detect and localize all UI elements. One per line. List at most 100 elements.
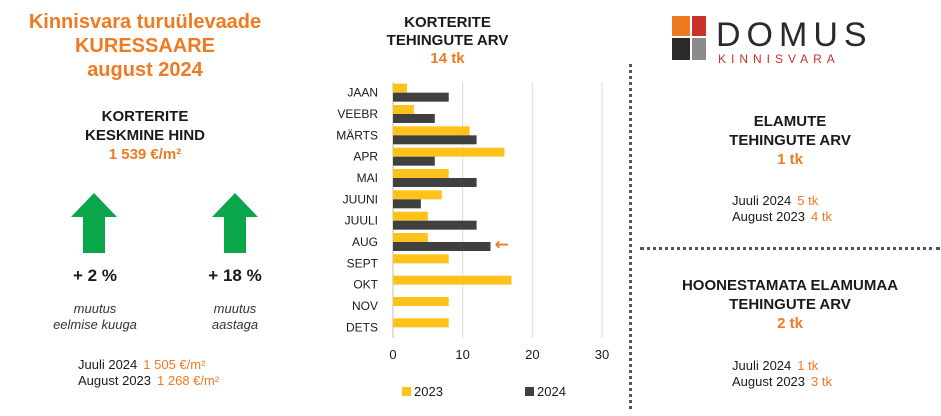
land-deals-block: HOONESTAMATA ELAMUMAA TEHINGUTE ARV 2 tk: [640, 276, 940, 333]
category-label: OKT: [353, 278, 378, 292]
category-label: SEPT: [347, 256, 379, 270]
monthly-change-note-line1: muutus: [73, 301, 117, 316]
x-tick-label: 20: [525, 347, 539, 362]
horizontal-divider: [640, 247, 940, 250]
category-label: JAAN: [347, 86, 378, 100]
avg-price-comparison: Juuli 2024 1 505 €/m² August 2023 1 268 €/…: [78, 357, 219, 389]
comparison-label: Juuli 2024: [732, 193, 792, 208]
vertical-divider: [629, 64, 632, 409]
yearly-change-note-line2: aastaga: [211, 317, 259, 332]
category-label: MÄRTS: [336, 128, 378, 142]
monthly-change-note: muutus eelmise kuuga: [30, 301, 160, 333]
bar-2023-sept: [393, 254, 449, 264]
category-label: NOV: [352, 299, 378, 313]
houses-deals-block: ELAMUTE TEHINGUTE ARV 1 tk: [640, 112, 940, 169]
report-title-location: KURESSAARE: [74, 35, 216, 57]
land-comparison: Juuli 2024 1 tk August 2023 3 tk: [732, 358, 832, 390]
comparison-row: Juuli 2024 1 505 €/m²: [78, 357, 219, 373]
bar-2024-juuli: [393, 220, 477, 230]
comparison-row: Juuli 2024 5 tk: [732, 193, 832, 209]
domus-logo: DOMUS KINNISVARA: [672, 16, 873, 65]
bar-2023-apr: [393, 147, 505, 157]
legend-swatch-2023: [402, 387, 411, 396]
report-title-line1: Kinnisvara turuülevaade: [28, 11, 262, 33]
category-label: APR: [353, 150, 378, 164]
houses-comparison: Juuli 2024 5 tk August 2023 4 tk: [732, 193, 832, 225]
category-label: MAI: [357, 171, 378, 185]
chart-title: KORTERITE TEHINGUTE ARV 14 tk: [350, 14, 545, 68]
avg-price-block: KORTERITE KESKMINE HIND 1 539 €/m²: [0, 107, 290, 164]
yearly-change-note-line1: muutus: [213, 301, 257, 316]
highlight-arrow-icon: ←: [495, 235, 509, 255]
logo-square-orange: [672, 16, 690, 36]
bar-2024-jaan: [393, 92, 449, 102]
comparison-label: August 2023: [78, 373, 152, 388]
comparison-row: August 2023 3 tk: [732, 374, 832, 390]
chart-labels: 0 10 20 30 JAAN VEEBR MÄRTS APR MAI JUUNI JUULI AUG…: [336, 86, 609, 362]
bar-2023-juuli: [393, 211, 428, 221]
bar-2023-juuni: [393, 190, 442, 200]
avg-price-label1: KORTERITE: [101, 108, 189, 125]
bar-2024-märts: [393, 135, 477, 145]
chart-bars: [393, 83, 512, 328]
legend-label-2023: 2023: [414, 384, 443, 399]
comparison-value: 4 tk: [811, 209, 832, 224]
comparison-row: August 2023 1 268 €/m²: [78, 373, 219, 389]
bar-2024-veebr: [393, 114, 435, 123]
bar-2023-märts: [393, 126, 470, 136]
avg-price-label2: KESKMINE HIND: [84, 127, 205, 144]
monthly-change-note-line2: eelmise kuuga: [53, 317, 137, 332]
arrow-up-icon: [71, 193, 117, 253]
bar-2023-jaan: [393, 83, 407, 93]
x-tick-label: 30: [595, 347, 609, 362]
comparison-label: August 2023: [732, 374, 806, 389]
comparison-value: 1 505 €/m²: [143, 357, 206, 372]
comparison-value: 1 tk: [797, 358, 819, 373]
logo-square-dark: [672, 38, 690, 60]
report-title-period: august 2024: [87, 59, 203, 81]
bar-2023-dets: [393, 318, 449, 328]
land-value: 2 tk: [777, 315, 803, 332]
x-tick-label: 0: [389, 347, 396, 362]
land-label1: HOONESTAMATA ELAMUMAA: [681, 277, 899, 294]
monthly-change-value: + 2 %: [73, 266, 117, 285]
bar-2023-veebr: [393, 105, 414, 114]
chart-grid: [392, 82, 603, 338]
comparison-label: Juuli 2024: [732, 358, 792, 373]
logo-name: DOMUS: [716, 16, 873, 54]
logo-square-red: [692, 16, 706, 36]
arrow-up-icon: [212, 193, 258, 253]
yearly-change-value: + 18 %: [208, 266, 262, 285]
category-label: JUULI: [345, 214, 378, 228]
houses-label2: TEHINGUTE ARV: [729, 132, 851, 149]
category-label: VEEBR: [337, 107, 378, 121]
chart-title-value: 14 tk: [430, 50, 465, 67]
yearly-change-note: muutus aastaga: [175, 301, 295, 333]
bar-2024-mai: [393, 178, 477, 187]
bar-2024-apr: [393, 156, 435, 166]
logo-square-grey: [692, 38, 706, 60]
bar-2023-okt: [393, 275, 512, 285]
x-tick-label: 10: [455, 347, 469, 362]
report-title: Kinnisvara turuülevaade KURESSAARE augus…: [0, 10, 290, 82]
comparison-value: 3 tk: [811, 374, 832, 389]
houses-label1: ELAMUTE: [753, 113, 827, 130]
comparison-row: August 2023 4 tk: [732, 209, 832, 225]
bar-2023-aug: [393, 233, 428, 242]
legend-swatch-2024: [525, 387, 534, 396]
comparison-row: Juuli 2024 1 tk: [732, 358, 832, 374]
bar-2024-juuni: [393, 199, 421, 209]
land-label2: TEHINGUTE ARV: [729, 296, 851, 313]
logo-sub: KINNISVARA: [718, 52, 840, 65]
houses-value: 1 tk: [777, 151, 803, 168]
comparison-label: Juuli 2024: [78, 357, 138, 372]
chart-title-line2: TEHINGUTE ARV: [386, 32, 509, 49]
bar-2023-nov: [393, 297, 449, 306]
category-label: JUUNI: [343, 192, 378, 206]
legend-label-2024: 2024: [537, 384, 566, 399]
avg-price-value: 1 539 €/m²: [108, 146, 182, 163]
chart-legend: 2023 2024: [402, 384, 566, 399]
comparison-value: 5 tk: [797, 193, 819, 208]
comparison-label: August 2023: [732, 209, 806, 224]
category-label: DETS: [346, 320, 378, 334]
